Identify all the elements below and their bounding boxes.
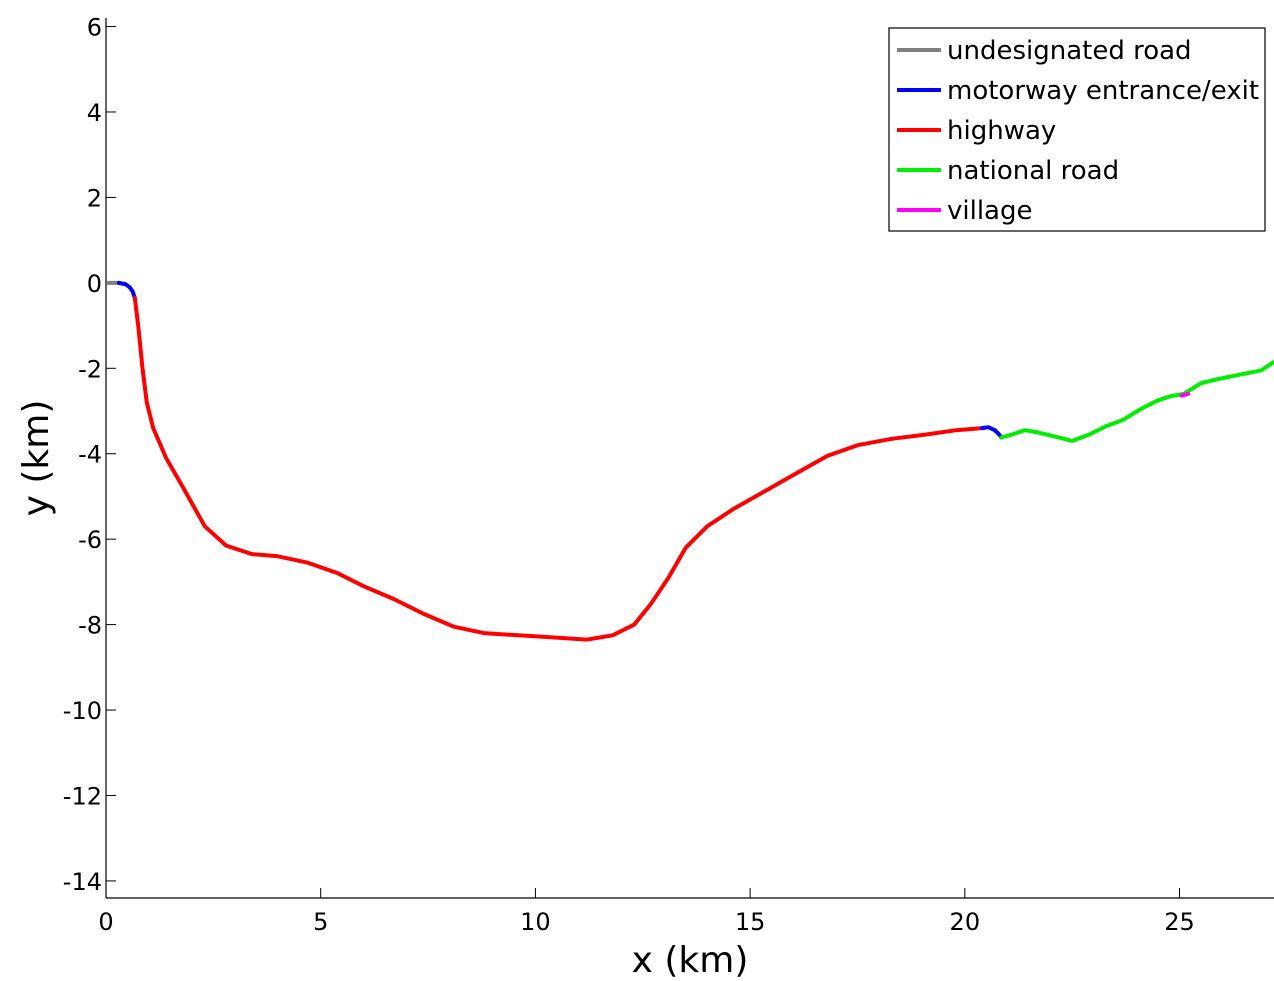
legend-label-undesignated-road: undesignated road [947, 36, 1192, 66]
y-tick-label: -12 [63, 782, 102, 810]
y-tick-label: -10 [63, 697, 102, 725]
y-tick-label: -2 [78, 355, 102, 383]
x-tick-label: 0 [98, 908, 113, 936]
series-line-national-road-4 [999, 359, 1274, 443]
legend: undesignated road motorway entrance/exit h… [888, 27, 1266, 232]
series-line-motorway-entrance-exit-1 [116, 280, 137, 300]
y-tick-label: 4 [87, 99, 102, 127]
series-line-motorway-entrance-exit-3 [980, 425, 1004, 440]
y-axis-label: y (km) [16, 400, 57, 517]
x-tick-label: 10 [520, 908, 551, 936]
series-line-village-5 [1179, 391, 1191, 398]
y-tick-label: -6 [78, 526, 102, 554]
y-tick-label: 0 [87, 270, 102, 298]
y-tick-label: -4 [78, 441, 102, 469]
legend-label-motorway-entrance-exit: motorway entrance/exit [947, 76, 1259, 106]
series-layer [106, 280, 1274, 642]
y-tick-label: 2 [87, 184, 102, 212]
x-tick-label: 15 [735, 908, 766, 936]
x-tick-label: 25 [1164, 908, 1195, 936]
x-tick-label: 20 [950, 908, 981, 936]
legend-label-village: village [947, 196, 1033, 226]
x-axis-label: x (km) [632, 940, 749, 981]
legend-label-highway: highway [947, 116, 1056, 146]
series-line-highway-2 [132, 295, 984, 642]
y-tick-label: -8 [78, 612, 102, 640]
legend-label-national-road: national road [947, 156, 1119, 186]
y-tick-label: -14 [63, 868, 102, 896]
x-tick-label: 5 [313, 908, 328, 936]
legend-box [888, 27, 1266, 232]
y-tick-label: 6 [87, 14, 102, 42]
